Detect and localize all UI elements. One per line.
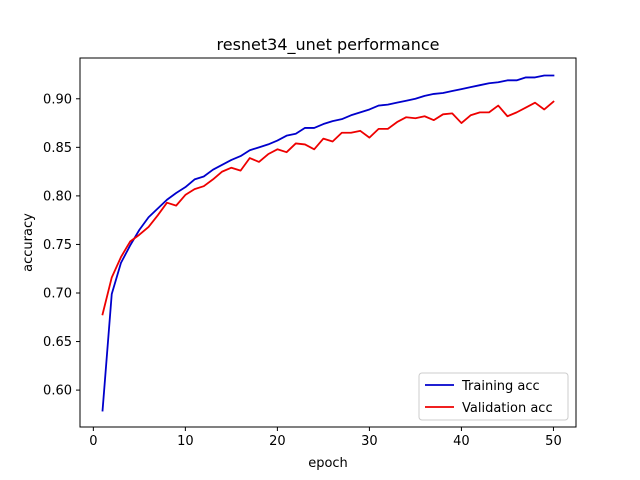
x-tick-label: 0 [89, 434, 97, 449]
y-tick-label: 0.60 [43, 384, 72, 399]
plot-frame [79, 57, 577, 428]
x-tick-label: 10 [177, 434, 194, 449]
x-tick-label: 40 [453, 434, 470, 449]
series-line-training-acc [101, 74, 555, 412]
legend-label-training-acc: Training acc [461, 379, 540, 394]
legend: Training acc Validation acc [418, 372, 569, 421]
x-tick-label: 30 [361, 434, 378, 449]
y-tick-label: 0.90 [43, 92, 72, 107]
legend-label-validation-acc: Validation acc [462, 401, 553, 416]
y-tick-label: 0.85 [43, 141, 72, 156]
x-axis-ticks: 0 10 20 30 40 50 [89, 427, 562, 449]
y-tick-label: 0.80 [43, 189, 72, 204]
y-tick-label: 0.65 [43, 335, 72, 350]
series-line-validation-acc [101, 100, 555, 316]
legend-box [418, 372, 569, 421]
y-tick-label: 0.75 [43, 238, 72, 253]
x-tick-label: 50 [545, 434, 562, 449]
y-axis-label: accuracy [21, 213, 36, 272]
y-tick-label: 0.70 [43, 286, 72, 301]
series-layer [101, 74, 555, 412]
x-axis-label: epoch [308, 456, 348, 471]
y-axis-ticks: 0.60 0.65 0.70 0.75 0.80 0.85 0.90 [43, 92, 80, 399]
x-tick-label: 20 [269, 434, 286, 449]
chart-title: resnet34_unet performance [217, 35, 440, 55]
